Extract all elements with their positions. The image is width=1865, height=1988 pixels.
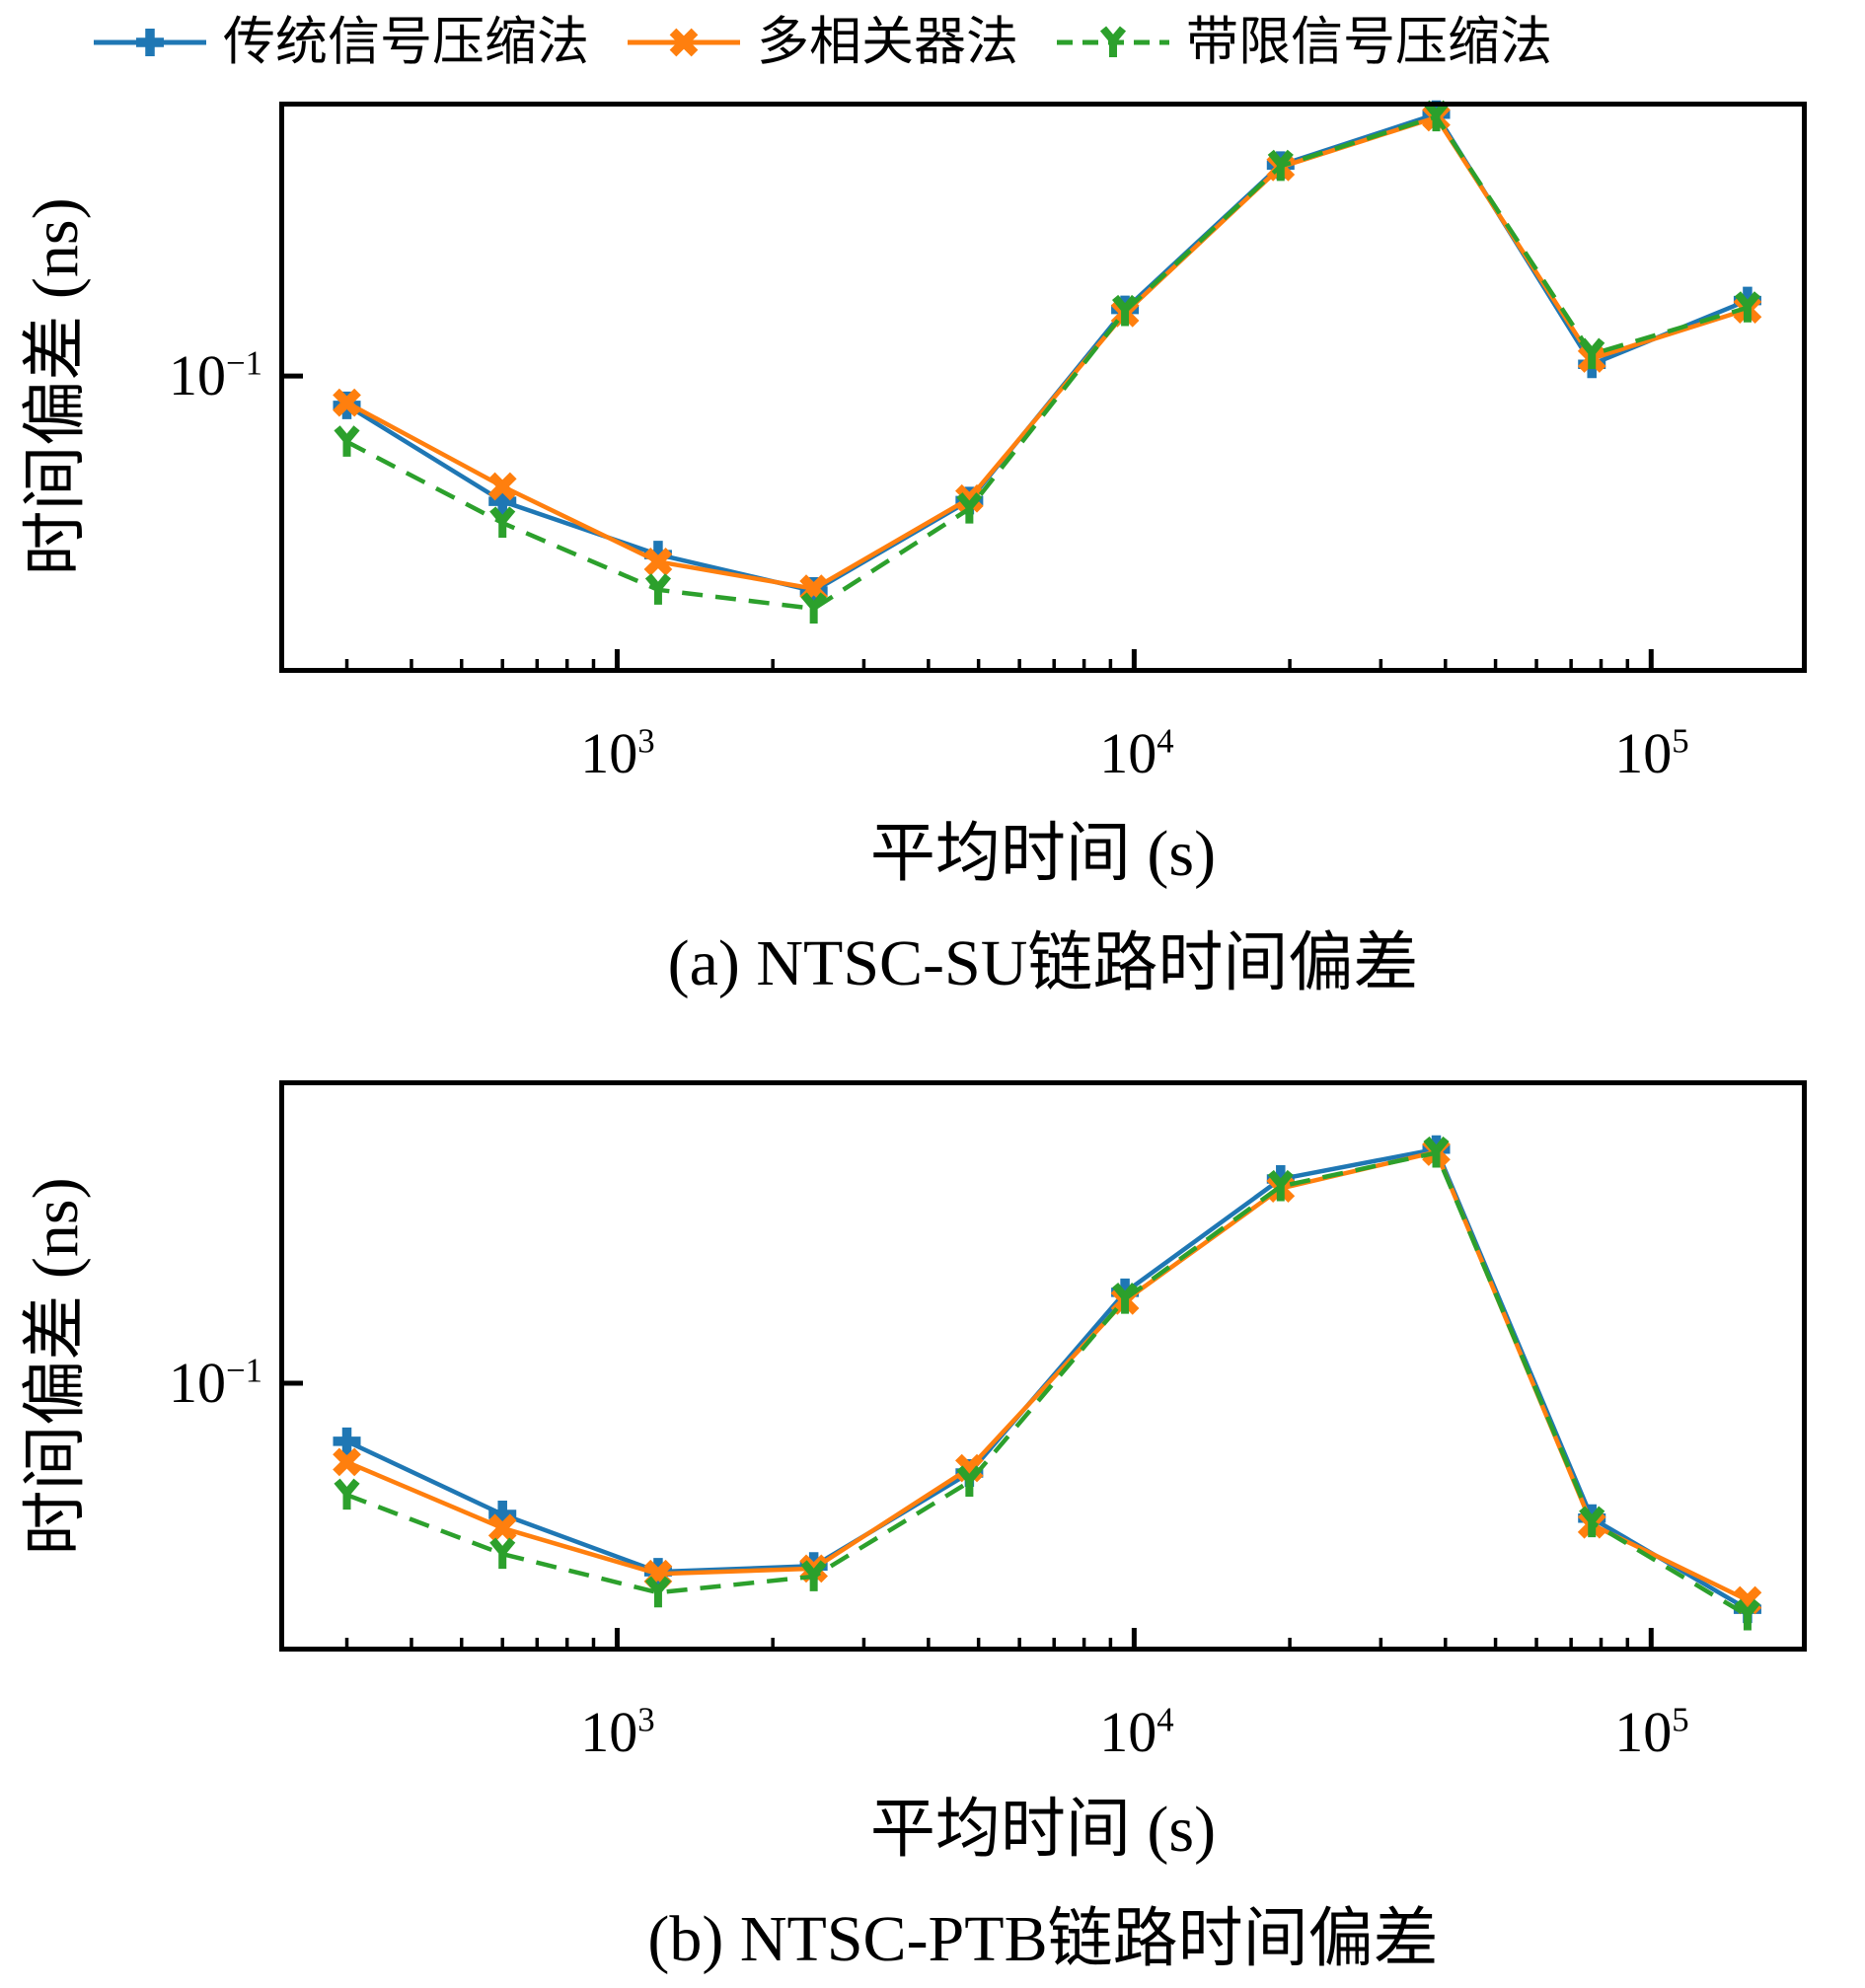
chart-a-y-axis-label: 时间偏差 (ns) <box>20 197 92 576</box>
series-2-marker <box>489 506 516 538</box>
series-1-marker <box>955 483 984 513</box>
series-2-marker <box>644 1576 672 1608</box>
legend-line-plus-icon <box>94 29 206 56</box>
chart-b-x-tick-label-1e4: 104 <box>1099 1700 1174 1764</box>
chart-a-caption: (a) NTSC-SU链路时间偏差 <box>667 927 1419 999</box>
legend-item-traditional: 传统信号压缩法 <box>91 13 589 72</box>
plot-frame <box>279 102 1807 673</box>
chart-b-caption: (b) NTSC-PTB链路时间偏差 <box>647 1903 1439 1975</box>
series-0-marker <box>333 1427 361 1455</box>
series-1-marker <box>333 1447 361 1477</box>
chart-a-plot-area <box>279 100 1807 673</box>
series-2-marker <box>1579 337 1605 370</box>
series-2-marker <box>1267 1169 1294 1202</box>
series-1-marker <box>487 1513 517 1543</box>
series-2-marker <box>1423 1136 1450 1168</box>
series-1-marker <box>487 472 517 501</box>
legend-line-x-icon <box>628 28 740 57</box>
series-2-marker <box>956 1465 983 1497</box>
series-2-marker <box>489 1537 516 1570</box>
plot-frame <box>279 1080 1807 1652</box>
chart-b-plot-area <box>279 1080 1807 1652</box>
legend-label: 多相关器法 <box>757 13 1018 71</box>
series-2-marker <box>1112 294 1139 327</box>
chart-a-y-tick-label: 10−1 <box>168 343 262 407</box>
series-line-0 <box>345 1146 1750 1612</box>
series-2-marker <box>334 425 360 457</box>
series-2-marker <box>1267 149 1294 182</box>
chart-b-y-axis-label: 时间偏差 (ns) <box>20 1177 92 1556</box>
series-2-marker <box>1734 1598 1761 1631</box>
chart-a-x-tick-label-1e3: 103 <box>580 721 655 785</box>
series-2-marker <box>1579 1506 1605 1538</box>
series-2-marker <box>956 492 983 524</box>
legend-sample-marker <box>669 28 699 57</box>
legend-item-multicorrelator: 多相关器法 <box>625 13 1018 72</box>
series-2-marker <box>334 1478 360 1510</box>
chart-a-x-tick-label-1e5: 105 <box>1614 721 1689 785</box>
legend-label: 带限信号压缩法 <box>1186 13 1552 71</box>
series-line-2 <box>345 113 1749 612</box>
chart-b-x-tick-label-1e3: 103 <box>580 1700 655 1764</box>
series-2-marker <box>800 592 827 624</box>
series-2-marker <box>800 1560 827 1591</box>
series-2-marker <box>1734 291 1761 323</box>
series-2-marker <box>644 573 672 605</box>
chart-b-x-tick-label-1e5: 105 <box>1614 1700 1689 1764</box>
series-2-marker <box>1112 1283 1139 1314</box>
chart-a-x-tick-label-1e4: 104 <box>1099 721 1174 785</box>
legend-item-bandlimited: 带限信号压缩法 <box>1054 13 1552 72</box>
series-line-0 <box>345 111 1749 594</box>
legend-line-tridown-icon <box>1057 26 1169 57</box>
series-line-2 <box>345 1150 1750 1618</box>
chart-a-x-axis-label: 平均时间 (s) <box>869 818 1217 890</box>
legend-sample-marker <box>1099 26 1127 57</box>
series-1-marker <box>643 547 673 576</box>
series-1-marker <box>333 388 361 417</box>
chart-b-y-tick-label: 10−1 <box>168 1351 262 1415</box>
legend-sample-marker <box>136 29 164 56</box>
legend-label: 传统信号压缩法 <box>223 13 589 71</box>
chart-b-x-axis-label: 平均时间 (s) <box>869 1794 1217 1866</box>
legend: 传统信号压缩法 多相关器法 带限信号压缩法 <box>91 4 1552 81</box>
